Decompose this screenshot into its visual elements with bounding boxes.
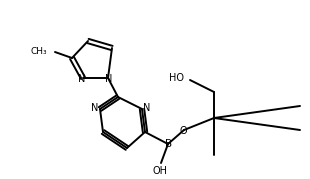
Text: N: N [105,74,113,84]
Text: HO: HO [169,73,184,83]
Text: B: B [166,139,173,149]
Text: N: N [91,103,99,113]
Text: OH: OH [153,166,167,176]
Text: N: N [78,74,86,84]
Text: O: O [179,126,187,136]
Text: CH₃: CH₃ [30,47,47,55]
Text: N: N [143,103,151,113]
